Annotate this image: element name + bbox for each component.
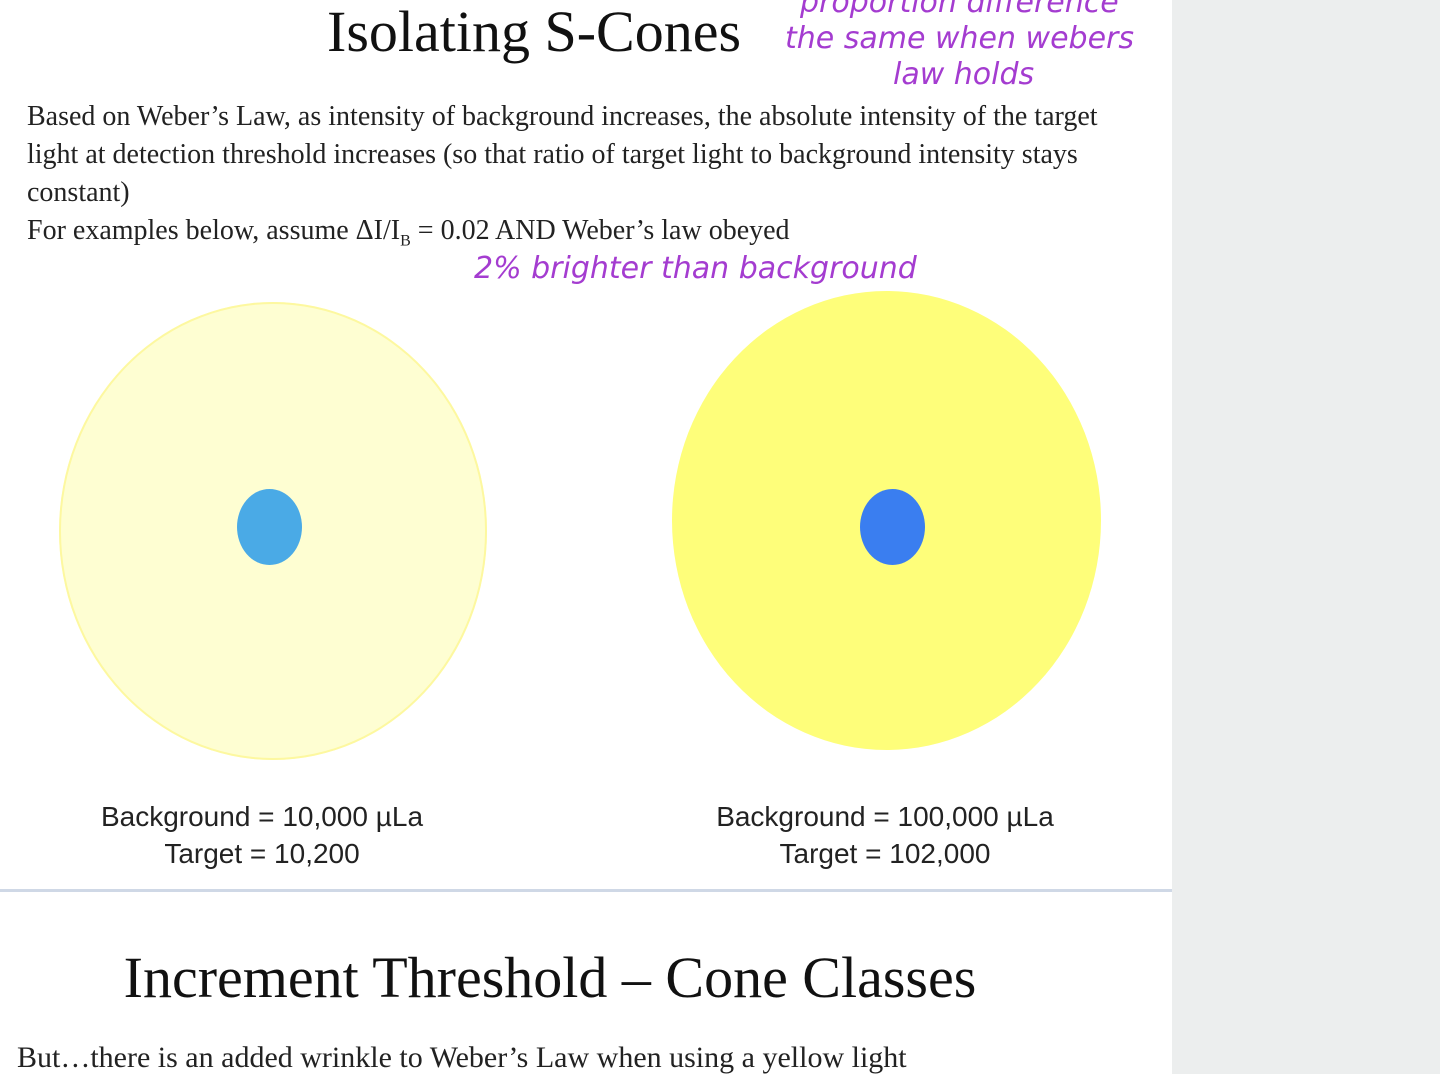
left-caption: Background = 10,000 µLa Target = 10,200 bbox=[62, 798, 462, 872]
assumption-text: For examples below, assume ΔI/IB = 0.02 … bbox=[27, 214, 790, 259]
body-paragraph: But…there is an added wrinkle to Weber’s… bbox=[17, 1041, 907, 1074]
handwritten-note: law holds bbox=[893, 57, 1035, 92]
right-target-value: Target = 102,000 bbox=[779, 838, 991, 869]
document-page: Isolating S-Cones proportion difference … bbox=[0, 0, 1172, 1074]
slide-divider bbox=[0, 889, 1172, 892]
handwritten-note: proportion difference bbox=[800, 0, 1119, 20]
assume-subscript: B bbox=[400, 232, 411, 250]
assume-suffix: = 0.02 AND Weber’s law obeyed bbox=[410, 215, 790, 246]
slide-title: Isolating S-Cones bbox=[327, 0, 742, 64]
right-background-value: Background = 100,000 µLa bbox=[716, 801, 1054, 832]
handwritten-note: the same when webers bbox=[785, 21, 1135, 56]
left-background-value: Background = 10,000 µLa bbox=[100, 801, 424, 832]
assume-prefix: For examples below, assume ΔI/I bbox=[27, 215, 401, 246]
right-caption: Background = 100,000 µLa Target = 102,00… bbox=[685, 798, 1085, 872]
slide-title: Increment Threshold – Cone Classes bbox=[123, 945, 977, 1010]
body-paragraph: Based on Weber’s Law, as intensity of ba… bbox=[27, 101, 1098, 208]
handwritten-note: 2% brighter than background bbox=[474, 251, 917, 286]
target-spot-left bbox=[237, 489, 302, 565]
target-spot-right bbox=[860, 489, 925, 565]
left-target-value: Target = 10,200 bbox=[164, 838, 360, 869]
